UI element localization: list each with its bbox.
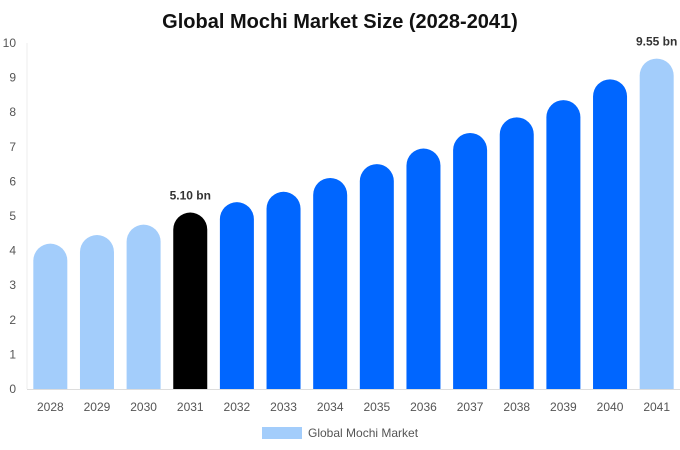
y-tick-label: 9 (9, 71, 16, 85)
x-tick-label: 2040 (597, 400, 624, 414)
y-tick-label: 6 (9, 174, 16, 188)
data-label-2031: 5.10 bn (170, 189, 211, 203)
x-tick-label: 2038 (503, 400, 530, 414)
y-tick-label: 3 (9, 278, 16, 292)
x-tick-label: 2032 (224, 400, 251, 414)
y-tick-label: 10 (3, 36, 17, 50)
bar-2032[interactable] (219, 202, 254, 389)
bar-2040[interactable] (593, 79, 628, 389)
bar-2038[interactable] (499, 117, 534, 389)
x-tick-label: 2029 (84, 400, 111, 414)
bar-2031[interactable] (173, 212, 208, 389)
legend-swatch (262, 427, 302, 439)
y-tick-label: 4 (9, 244, 16, 258)
bar-2029[interactable] (79, 235, 114, 389)
y-tick-label: 0 (9, 382, 16, 396)
data-labels: 5.10 bn 9.55 bn (170, 35, 678, 203)
bar-2028[interactable] (33, 243, 68, 389)
bar-2030[interactable] (126, 224, 161, 389)
bars (33, 58, 674, 389)
bar-2033[interactable] (266, 191, 301, 389)
y-tick-label: 1 (9, 347, 16, 361)
x-tick-label: 2028 (37, 400, 64, 414)
y-tick-label: 7 (9, 140, 16, 154)
bar-2035[interactable] (359, 164, 394, 389)
x-tick-label: 2037 (457, 400, 484, 414)
x-axis: 2028 2029 2030 2031 2032 2033 2034 2035 2036 2037… (27, 389, 680, 414)
bar-2041[interactable] (639, 58, 674, 389)
y-tick-label: 2 (9, 313, 16, 327)
bar-2037[interactable] (453, 132, 488, 389)
x-tick-label: 2030 (130, 400, 157, 414)
bar-2036[interactable] (406, 148, 441, 389)
legend-label: Global Mochi Market (308, 426, 419, 440)
x-tick-label: 2031 (177, 400, 204, 414)
y-tick-label: 5 (9, 209, 16, 223)
x-tick-label: 2036 (410, 400, 437, 414)
x-tick-label: 2035 (363, 400, 390, 414)
data-label-2041: 9.55 bn (636, 35, 677, 49)
x-tick-label: 2034 (317, 400, 344, 414)
bar-2039[interactable] (546, 100, 581, 389)
x-tick-label: 2033 (270, 400, 297, 414)
x-tick-label: 2039 (550, 400, 577, 414)
legend[interactable]: Global Mochi Market (262, 426, 419, 440)
y-tick-label: 8 (9, 105, 16, 119)
x-tick-label: 2041 (643, 400, 670, 414)
chart-title: Global Mochi Market Size (2028-2041) (162, 11, 518, 33)
bar-2034[interactable] (313, 177, 348, 389)
y-axis: 0 1 2 3 4 5 6 7 8 9 10 (3, 36, 28, 396)
